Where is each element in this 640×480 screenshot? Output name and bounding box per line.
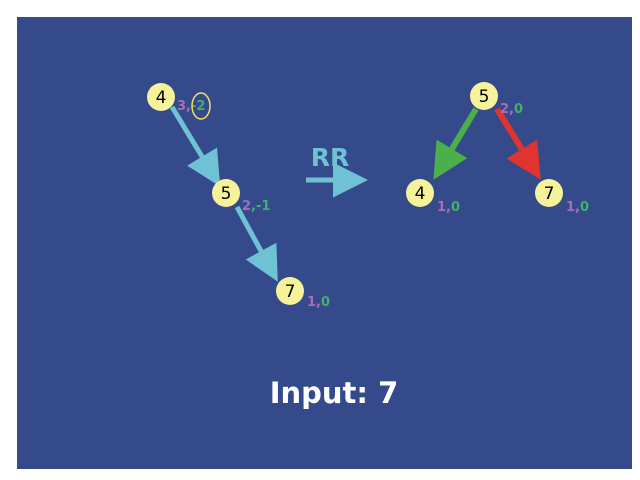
left-node-4: 4 3,-2 <box>147 83 211 120</box>
node-balance: -1 <box>256 199 270 214</box>
node-key: 5 <box>221 184 232 204</box>
node-height: 1 <box>307 295 316 310</box>
node-balance: 0 <box>580 200 589 215</box>
svg-text:1,0: 1,0 <box>307 295 330 310</box>
node-key: 7 <box>544 184 555 204</box>
node-balance: 0 <box>321 295 330 310</box>
left-node-7: 7 1,0 <box>276 277 330 310</box>
node-height: 2 <box>500 102 509 117</box>
edge-5-to-7-right <box>494 107 541 180</box>
node-balance: 0 <box>514 102 523 117</box>
right-node-7: 7 1,0 <box>535 179 589 215</box>
imbalance-highlight-ring <box>191 92 211 120</box>
node-height: 1 <box>437 200 446 215</box>
left-node-5: 5 2,-1 <box>212 179 270 214</box>
node-height: 1 <box>566 200 575 215</box>
slide-background <box>17 17 632 469</box>
node-balance: -2 <box>191 99 205 114</box>
node-key: 5 <box>479 87 490 107</box>
node-key: 7 <box>285 282 296 302</box>
svg-text:1,0: 1,0 <box>437 200 460 215</box>
node-balance: 0 <box>451 200 460 215</box>
rotation-label: RR <box>311 143 350 172</box>
node-key: 4 <box>156 88 167 108</box>
node-key: 4 <box>415 184 426 204</box>
svg-text:1,0: 1,0 <box>566 200 589 215</box>
input-caption: Input: 7 <box>270 376 399 410</box>
node-height: 3 <box>177 99 186 114</box>
svg-text:3,-2: 3,-2 <box>177 99 205 114</box>
edge-5-to-7 <box>234 205 278 282</box>
svg-text:2,0: 2,0 <box>500 102 523 117</box>
edge-5-to-4 <box>433 107 479 180</box>
right-node-5: 5 2,0 <box>470 82 523 117</box>
node-height: 2 <box>242 199 251 214</box>
svg-text:2,-1: 2,-1 <box>242 199 270 214</box>
right-node-4: 4 1,0 <box>406 179 460 215</box>
edge-4-to-5 <box>169 105 221 187</box>
